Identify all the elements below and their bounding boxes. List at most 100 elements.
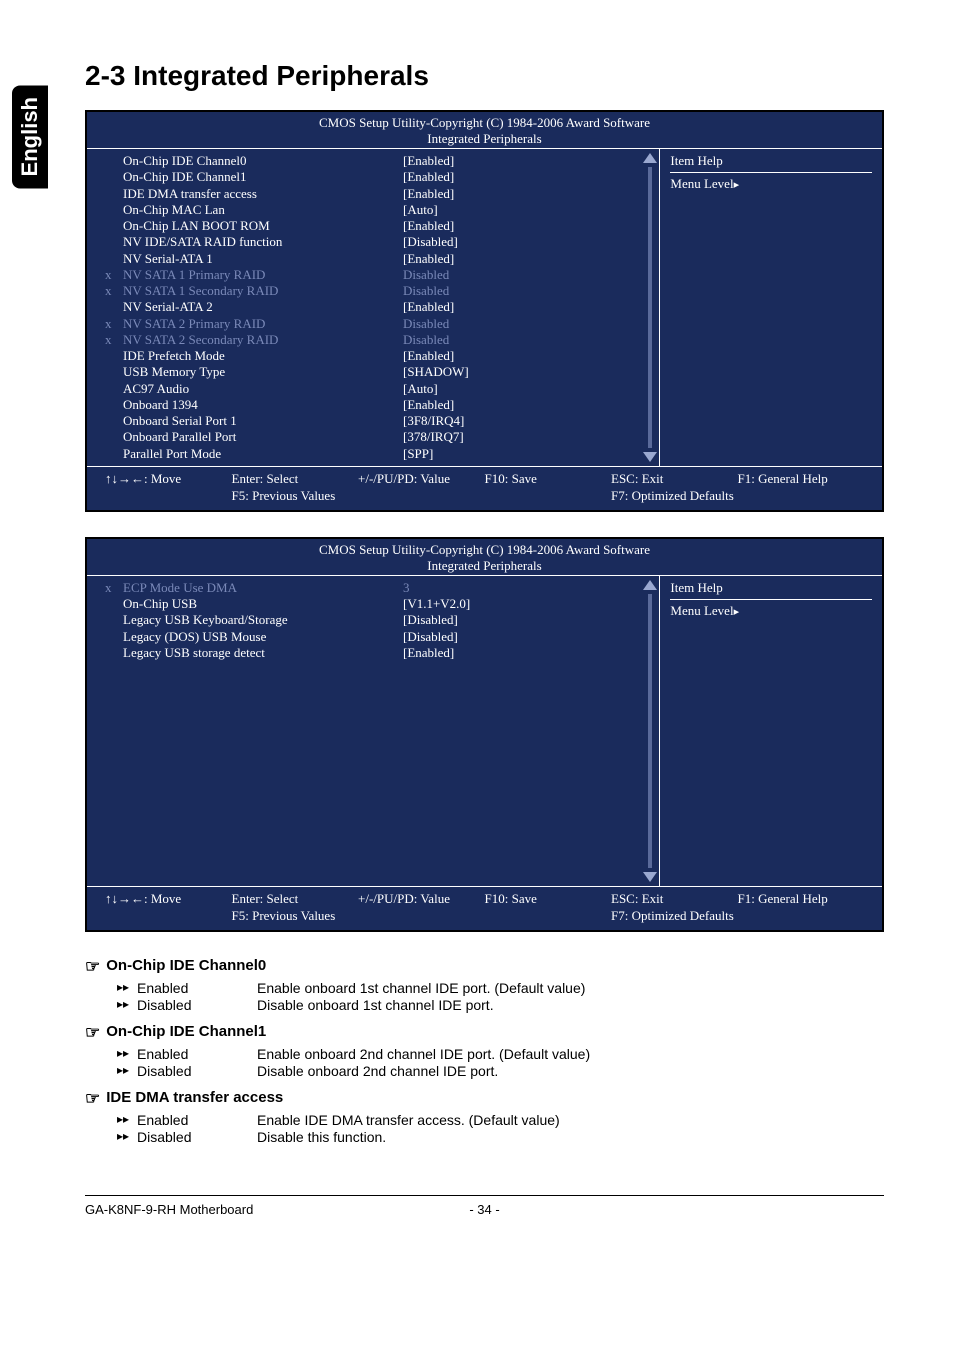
bios-footer: ↑↓→←: Move Enter: Select +/-/PU/PD: Valu… [87,466,882,510]
row-prefix: x [105,316,123,332]
row-prefix [105,251,123,267]
setting-value: [Enabled] [403,169,659,185]
option-row: ▸▸DisabledDisable onboard 2nd channel ID… [117,1063,884,1079]
setting-label: USB Memory Type [123,364,403,380]
hint-prev: F5: Previous Values [232,907,359,925]
setting-value: [V1.1+V2.0] [403,596,659,612]
hint-save: F10: Save [485,470,612,488]
chevron-right-icon [734,603,740,618]
option-row: ▸▸DisabledDisable onboard 1st channel ID… [117,997,884,1013]
scrollbar [643,576,657,886]
bios-help-panel: Item Help Menu Level [659,576,882,886]
setting-label: IDE Prefetch Mode [123,348,403,364]
row-prefix: x [105,332,123,348]
setting-value: [Enabled] [403,218,659,234]
setting-value: [Disabled] [403,629,659,645]
setting-label: Onboard Serial Port 1 [123,413,403,429]
bios-setting-row: On-Chip USB[V1.1+V2.0] [105,596,659,612]
setting-label: Parallel Port Mode [123,446,403,462]
setting-value: [3F8/IRQ4] [403,413,659,429]
hint-help: F1: General Help [738,470,865,488]
bullet-icon: ▸▸ [117,997,137,1013]
bios-setting-row: NV Serial-ATA 1[Enabled] [105,251,659,267]
setting-value: [Disabled] [403,234,659,250]
bios-setting-row: IDE Prefetch Mode[Enabled] [105,348,659,364]
bios-setting-row: Onboard Parallel Port[378/IRQ7] [105,429,659,445]
option-label: Enabled [137,980,257,996]
hint-move: ↑↓→←: Move [105,890,232,908]
row-prefix [105,596,123,612]
setting-label: Legacy USB Keyboard/Storage [123,612,403,628]
bios-header-line1: CMOS Setup Utility-Copyright (C) 1984-20… [87,115,882,131]
hint-prev: F5: Previous Values [232,487,359,505]
setting-heading: ☞IDE DMA transfer access [85,1089,884,1109]
scroll-down-icon [643,452,657,462]
setting-value: [SHADOW] [403,364,659,380]
bios-setting-row: Legacy USB Keyboard/Storage[Disabled] [105,612,659,628]
setting-value: Disabled [403,316,659,332]
row-prefix [105,612,123,628]
hint-value: +/-/PU/PD: Value [358,890,485,908]
bios-header: CMOS Setup Utility-Copyright (C) 1984-20… [87,539,882,576]
row-prefix [105,218,123,234]
language-tab: English [12,85,48,188]
setting-label: On-Chip IDE Channel1 [123,169,403,185]
option-label: Disabled [137,1129,257,1145]
row-prefix [105,446,123,462]
bullet-icon: ▸▸ [117,980,137,996]
settings-descriptions: ☞On-Chip IDE Channel0 ▸▸EnabledEnable onb… [85,957,884,1145]
bios-help-panel: Item Help Menu Level [659,149,882,466]
setting-label: On-Chip MAC Lan [123,202,403,218]
row-prefix [105,645,123,661]
scrollbar [643,149,657,466]
setting-value: [Enabled] [403,348,659,364]
bios-setting-row: Onboard 1394[Enabled] [105,397,659,413]
hint-exit: ESC: Exit [611,890,738,908]
setting-label: NV SATA 1 Secondary RAID [123,283,403,299]
setting-value: [Enabled] [403,299,659,315]
setting-label: Onboard 1394 [123,397,403,413]
setting-label: Onboard Parallel Port [123,429,403,445]
setting-value: [378/IRQ7] [403,429,659,445]
setting-value: [Enabled] [403,153,659,169]
row-prefix [105,186,123,202]
setting-label: NV Serial-ATA 2 [123,299,403,315]
hint-enter: Enter: Select [232,890,359,908]
option-description: Disable this function. [257,1129,884,1145]
scroll-up-icon [643,153,657,163]
pointer-icon: ☞ [85,957,100,977]
setting-label: Legacy USB storage detect [123,645,403,661]
option-row: ▸▸EnabledEnable onboard 1st channel IDE … [117,980,884,996]
bios-setting-row: IDE DMA transfer access[Enabled] [105,186,659,202]
bios-setting-row: AC97 Audio[Auto] [105,381,659,397]
setting-value: [Enabled] [403,397,659,413]
bios-settings-list: On-Chip IDE Channel0[Enabled]On-Chip IDE… [87,149,659,466]
setting-heading: ☞On-Chip IDE Channel0 [85,957,884,977]
bios-setting-row: xNV SATA 1 Primary RAIDDisabled [105,267,659,283]
row-prefix [105,429,123,445]
bios-setting-row: xNV SATA 2 Secondary RAIDDisabled [105,332,659,348]
bios-header-line1: CMOS Setup Utility-Copyright (C) 1984-20… [87,542,882,558]
setting-label: NV SATA 2 Primary RAID [123,316,403,332]
option-label: Enabled [137,1046,257,1062]
pointer-icon: ☞ [85,1023,100,1043]
bios-setting-row: xECP Mode Use DMA3 [105,580,659,596]
section-title: 2-3 Integrated Peripherals [85,60,884,92]
bios-setting-row: xNV SATA 1 Secondary RAIDDisabled [105,283,659,299]
setting-label: On-Chip LAN BOOT ROM [123,218,403,234]
item-help-label: Item Help [670,580,872,600]
menu-level-label: Menu Level [670,176,872,192]
setting-label: NV IDE/SATA RAID function [123,234,403,250]
setting-label: NV SATA 1 Primary RAID [123,267,403,283]
row-prefix [105,413,123,429]
pointer-icon: ☞ [85,1089,100,1109]
option-row: ▸▸EnabledEnable IDE DMA transfer access.… [117,1112,884,1128]
bullet-icon: ▸▸ [117,1046,137,1062]
option-description: Enable IDE DMA transfer access. (Default… [257,1112,884,1128]
bios-setting-row: Onboard Serial Port 1[3F8/IRQ4] [105,413,659,429]
bullet-icon: ▸▸ [117,1129,137,1145]
item-help-label: Item Help [670,153,872,173]
bios-setting-row: xNV SATA 2 Primary RAIDDisabled [105,316,659,332]
setting-label: Legacy (DOS) USB Mouse [123,629,403,645]
row-prefix: x [105,580,123,596]
